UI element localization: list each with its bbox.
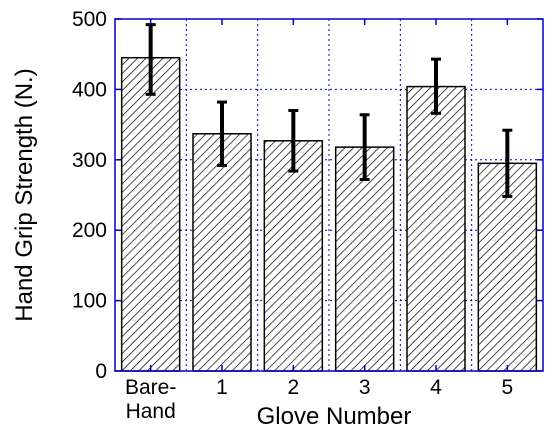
xtick-label-4: 4 — [430, 376, 442, 399]
x-axis-title: Glove Number — [257, 403, 412, 430]
error-bar-5 — [502, 128, 513, 198]
plot-frame — [114, 18, 544, 372]
xtick-label-line: Bare- — [125, 376, 176, 399]
bars — [120, 56, 538, 372]
xtick-label-3: 3 — [359, 376, 371, 399]
ytick-label-100: 100 — [72, 290, 107, 313]
y-axis-title: Hand Grip Strength (N.) — [11, 68, 38, 321]
xtick-label-line: 3 — [359, 376, 371, 399]
xtick-label-line: 4 — [430, 376, 442, 399]
ytick-label-500: 500 — [72, 8, 107, 31]
xtick-label-line: Hand — [126, 400, 176, 423]
gridlines — [115, 19, 543, 371]
error-bar-3 — [359, 113, 370, 182]
xtick-label-5: 5 — [501, 376, 513, 399]
error-bar-2 — [288, 109, 299, 173]
xtick-label-line: 2 — [287, 376, 299, 399]
y-tick-labels: 0 100 200 300 400 500 — [72, 8, 107, 383]
ytick-label-400: 400 — [72, 78, 107, 101]
bar-Bare-Hand — [120, 56, 181, 372]
bar-1 — [192, 133, 252, 372]
ytick-label-300: 300 — [72, 149, 107, 172]
xtick-label-Bare-Hand: Bare-Hand — [125, 376, 176, 423]
xtick-label-1: 1 — [216, 376, 228, 399]
xtick-label-2: 2 — [287, 376, 299, 399]
error-bar-4 — [431, 57, 441, 115]
bar-2 — [263, 140, 324, 372]
axis-ticks — [115, 18, 543, 372]
xtick-label-line: 5 — [501, 376, 513, 399]
x-tick-labels: Bare-Hand 1 2 3 4 5 — [125, 376, 513, 423]
bar-4 — [406, 85, 466, 372]
error-bar-1 — [217, 100, 227, 167]
ytick-label-0: 0 — [95, 360, 107, 383]
ytick-label-200: 200 — [72, 219, 107, 242]
error-bars — [145, 23, 513, 198]
xtick-label-line: 1 — [216, 376, 228, 399]
